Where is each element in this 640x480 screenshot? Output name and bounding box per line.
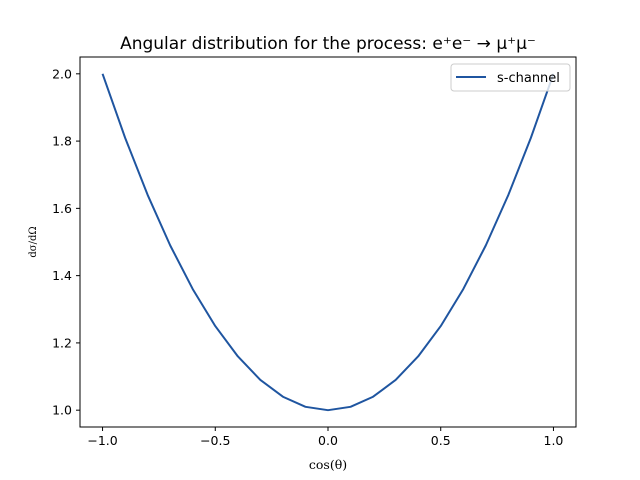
x-tick-label: 0.0 [318,433,338,448]
y-axis-label: dσ/dΩ [28,226,39,257]
x-tick-label: −0.5 [200,433,230,448]
legend-label: s-channel [497,71,560,86]
legend: s-channel [450,63,571,92]
legend-box [450,63,571,92]
series-layer [101,73,555,412]
y-tick-label: 1.6 [52,201,72,216]
ticks: −1.0 −0.5 0.0 0.5 1.0 1.0 1.2 1.4 1.6 1.8 2.0 [52,66,563,448]
y-tick-label: 1.8 [52,134,72,149]
x-tick-label: 0.5 [431,433,451,448]
y-tick-label: 1.2 [52,335,72,350]
chart-title: Angular distribution for the process: e⁺… [120,34,536,54]
plot-frame [79,56,577,428]
x-tick-label: 1.0 [544,433,564,448]
series-line [101,73,555,412]
y-tick-label: 1.0 [52,403,72,418]
x-axis-label: cos(θ) [309,457,347,472]
y-tick-label: 1.4 [52,268,72,283]
x-tick-label: −1.0 [87,433,117,448]
y-tick-label: 2.0 [52,66,72,81]
